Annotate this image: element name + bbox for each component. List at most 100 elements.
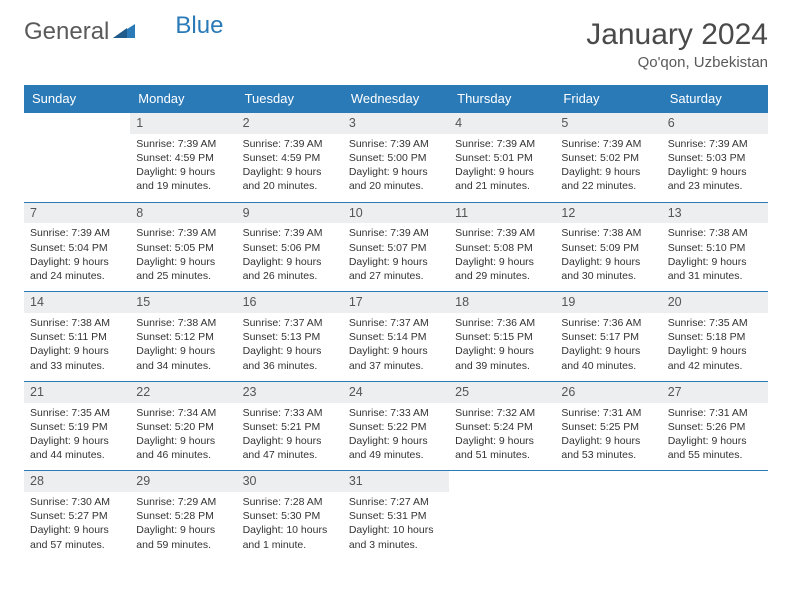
day-number: 26	[555, 382, 661, 403]
day-number: 28	[24, 471, 130, 492]
day-number: 23	[237, 382, 343, 403]
weekday-header: Sunday	[24, 85, 130, 112]
weekday-header: Monday	[130, 85, 236, 112]
day-info: Sunrise: 7:38 AMSunset: 5:11 PMDaylight:…	[30, 316, 124, 373]
day-info: Sunrise: 7:34 AMSunset: 5:20 PMDaylight:…	[136, 406, 230, 463]
logo-text-1: General	[24, 18, 109, 46]
header: General Blue January 2024 Qo'qon, Uzbeki…	[24, 18, 768, 71]
day-cell: 8Sunrise: 7:39 AMSunset: 5:05 PMDaylight…	[130, 202, 236, 292]
day-cell: 7Sunrise: 7:39 AMSunset: 5:04 PMDaylight…	[24, 202, 130, 292]
day-info: Sunrise: 7:38 AMSunset: 5:09 PMDaylight:…	[561, 226, 655, 283]
day-info: Sunrise: 7:28 AMSunset: 5:30 PMDaylight:…	[243, 495, 337, 552]
empty-cell	[449, 470, 555, 560]
day-info: Sunrise: 7:39 AMSunset: 5:02 PMDaylight:…	[561, 137, 655, 194]
day-info: Sunrise: 7:33 AMSunset: 5:22 PMDaylight:…	[349, 406, 443, 463]
weekday-header: Thursday	[449, 85, 555, 112]
day-info: Sunrise: 7:30 AMSunset: 5:27 PMDaylight:…	[30, 495, 124, 552]
day-number: 6	[662, 113, 768, 134]
day-info: Sunrise: 7:38 AMSunset: 5:12 PMDaylight:…	[136, 316, 230, 373]
day-info: Sunrise: 7:31 AMSunset: 5:25 PMDaylight:…	[561, 406, 655, 463]
day-number: 27	[662, 382, 768, 403]
day-number: 9	[237, 203, 343, 224]
day-info: Sunrise: 7:33 AMSunset: 5:21 PMDaylight:…	[243, 406, 337, 463]
day-cell: 18 Sunrise: 7:36 AMSunset: 5:15 PMDayligh…	[449, 291, 555, 381]
day-cell: 13Sunrise: 7:38 AMSunset: 5:10 PMDayligh…	[662, 202, 768, 292]
title-block: January 2024 Qo'qon, Uzbekistan	[586, 18, 768, 71]
day-number: 22	[130, 382, 236, 403]
day-cell: 9Sunrise: 7:39 AMSunset: 5:06 PMDaylight…	[237, 202, 343, 292]
day-info: Sunrise: 7:36 AMSunset: 5:17 PMDaylight:…	[561, 316, 655, 373]
day-info: Sunrise: 7:35 AMSunset: 5:19 PMDaylight:…	[30, 406, 124, 463]
day-cell: 28 Sunrise: 7:30 AMSunset: 5:27 PMDayligh…	[24, 470, 130, 560]
day-number: 17	[343, 292, 449, 313]
day-info: Sunrise: 7:35 AMSunset: 5:18 PMDaylight:…	[668, 316, 762, 373]
day-info: Sunrise: 7:39 AMSunset: 5:08 PMDaylight:…	[455, 226, 549, 283]
weekday-header: Tuesday	[237, 85, 343, 112]
day-number: 13	[662, 203, 768, 224]
day-info: Sunrise: 7:39 AMSunset: 5:06 PMDaylight:…	[243, 226, 337, 283]
day-cell: 23 Sunrise: 7:33 AMSunset: 5:21 PMDayligh…	[237, 381, 343, 471]
calendar-grid: SundayMondayTuesdayWednesdayThursdayFrid…	[24, 85, 768, 560]
day-info: Sunrise: 7:39 AMSunset: 5:05 PMDaylight:…	[136, 226, 230, 283]
day-number: 30	[237, 471, 343, 492]
day-info: Sunrise: 7:39 AMSunset: 5:01 PMDaylight:…	[455, 137, 549, 194]
day-cell: 6 Sunrise: 7:39 AMSunset: 5:03 PMDaylight…	[662, 112, 768, 202]
day-info: Sunrise: 7:39 AMSunset: 4:59 PMDaylight:…	[243, 137, 337, 194]
day-cell: 15 Sunrise: 7:38 AMSunset: 5:12 PMDayligh…	[130, 291, 236, 381]
day-cell: 19 Sunrise: 7:36 AMSunset: 5:17 PMDayligh…	[555, 291, 661, 381]
day-number: 8	[130, 203, 236, 224]
day-cell: 25Sunrise: 7:32 AMSunset: 5:24 PMDayligh…	[449, 381, 555, 471]
day-number: 14	[24, 292, 130, 313]
day-cell: 12Sunrise: 7:38 AMSunset: 5:09 PMDayligh…	[555, 202, 661, 292]
day-number: 15	[130, 292, 236, 313]
day-cell: 17Sunrise: 7:37 AMSunset: 5:14 PMDayligh…	[343, 291, 449, 381]
day-info: Sunrise: 7:38 AMSunset: 5:10 PMDaylight:…	[668, 226, 762, 283]
day-cell: 30 Sunrise: 7:28 AMSunset: 5:30 PMDayligh…	[237, 470, 343, 560]
month-title: January 2024	[586, 18, 768, 52]
day-number: 21	[24, 382, 130, 403]
day-number: 11	[449, 203, 555, 224]
day-cell: 5 Sunrise: 7:39 AMSunset: 5:02 PMDaylight…	[555, 112, 661, 202]
weekday-header: Wednesday	[343, 85, 449, 112]
day-info: Sunrise: 7:39 AMSunset: 5:07 PMDaylight:…	[349, 226, 443, 283]
empty-cell	[555, 470, 661, 560]
day-cell: 24 Sunrise: 7:33 AMSunset: 5:22 PMDayligh…	[343, 381, 449, 471]
day-number: 7	[24, 203, 130, 224]
day-cell: 11Sunrise: 7:39 AMSunset: 5:08 PMDayligh…	[449, 202, 555, 292]
day-cell: 29 Sunrise: 7:29 AMSunset: 5:28 PMDayligh…	[130, 470, 236, 560]
day-info: Sunrise: 7:36 AMSunset: 5:15 PMDaylight:…	[455, 316, 549, 373]
day-cell: 4Sunrise: 7:39 AMSunset: 5:01 PMDaylight…	[449, 112, 555, 202]
day-cell: 21 Sunrise: 7:35 AMSunset: 5:19 PMDayligh…	[24, 381, 130, 471]
day-info: Sunrise: 7:31 AMSunset: 5:26 PMDaylight:…	[668, 406, 762, 463]
day-info: Sunrise: 7:29 AMSunset: 5:28 PMDaylight:…	[136, 495, 230, 552]
weekday-header: Friday	[555, 85, 661, 112]
day-cell: 27 Sunrise: 7:31 AMSunset: 5:26 PMDayligh…	[662, 381, 768, 471]
day-number: 18	[449, 292, 555, 313]
day-number: 29	[130, 471, 236, 492]
day-number: 2	[237, 113, 343, 134]
day-cell: 20Sunrise: 7:35 AMSunset: 5:18 PMDayligh…	[662, 291, 768, 381]
day-cell: 1 Sunrise: 7:39 AMSunset: 4:59 PMDaylight…	[130, 112, 236, 202]
day-number: 3	[343, 113, 449, 134]
day-info: Sunrise: 7:37 AMSunset: 5:13 PMDaylight:…	[243, 316, 337, 373]
empty-cell	[662, 470, 768, 560]
day-number: 19	[555, 292, 661, 313]
day-info: Sunrise: 7:39 AMSunset: 5:03 PMDaylight:…	[668, 137, 762, 194]
day-info: Sunrise: 7:27 AMSunset: 5:31 PMDaylight:…	[349, 495, 443, 552]
day-cell: 31Sunrise: 7:27 AMSunset: 5:31 PMDayligh…	[343, 470, 449, 560]
day-cell: 3Sunrise: 7:39 AMSunset: 5:00 PMDaylight…	[343, 112, 449, 202]
day-cell: 10Sunrise: 7:39 AMSunset: 5:07 PMDayligh…	[343, 202, 449, 292]
day-cell: 26 Sunrise: 7:31 AMSunset: 5:25 PMDayligh…	[555, 381, 661, 471]
empty-cell	[24, 112, 130, 202]
day-number: 24	[343, 382, 449, 403]
day-info: Sunrise: 7:39 AMSunset: 5:04 PMDaylight:…	[30, 226, 124, 283]
day-info: Sunrise: 7:32 AMSunset: 5:24 PMDaylight:…	[455, 406, 549, 463]
day-info: Sunrise: 7:39 AMSunset: 4:59 PMDaylight:…	[136, 137, 230, 194]
day-number: 12	[555, 203, 661, 224]
day-cell: 14 Sunrise: 7:38 AMSunset: 5:11 PMDayligh…	[24, 291, 130, 381]
day-number: 1	[130, 113, 236, 134]
logo: General Blue	[24, 18, 223, 46]
logo-text-2: Blue	[175, 12, 223, 40]
day-cell: 22 Sunrise: 7:34 AMSunset: 5:20 PMDayligh…	[130, 381, 236, 471]
day-number: 5	[555, 113, 661, 134]
